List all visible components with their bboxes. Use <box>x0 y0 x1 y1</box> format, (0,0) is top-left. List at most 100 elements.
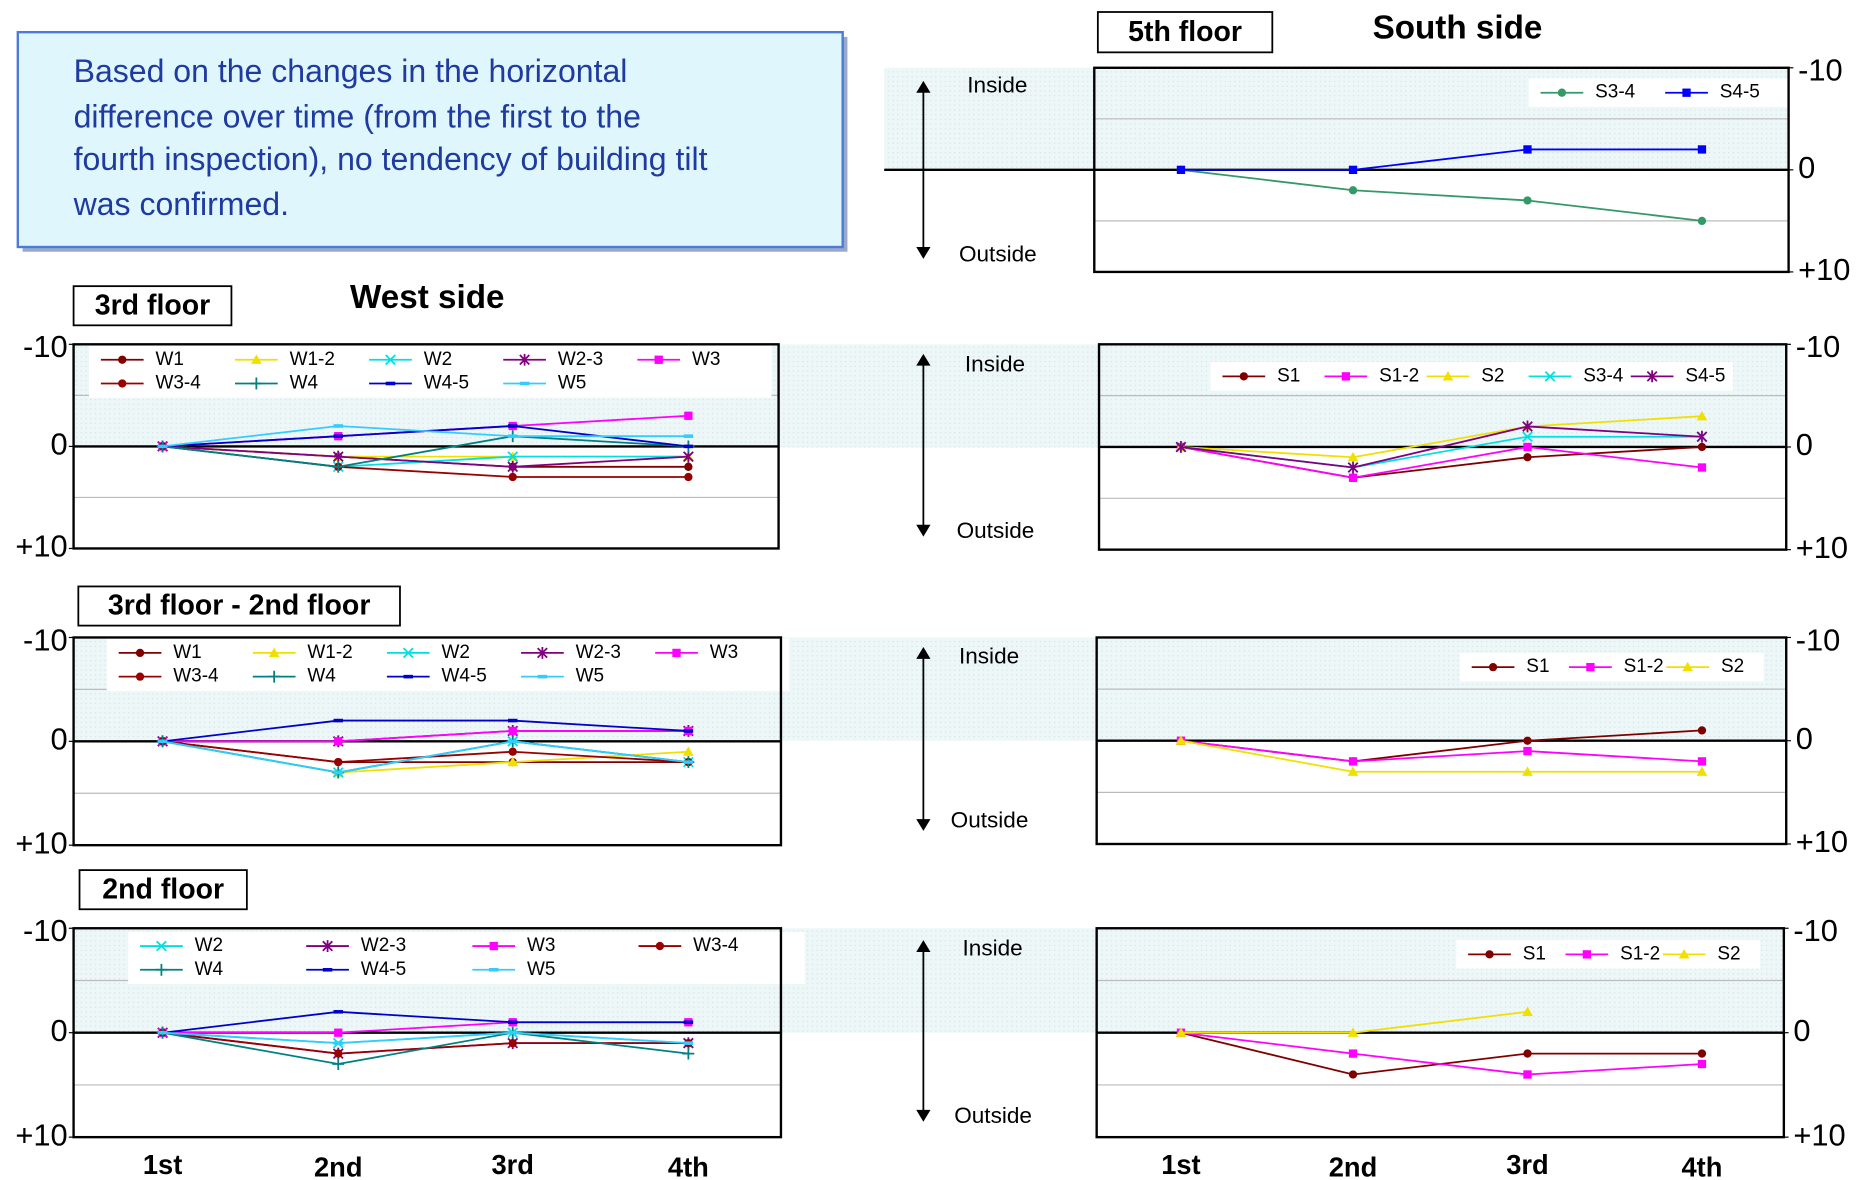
chart: -10 0 +10 W2 W2-3 W3 W3-4 W4 W4-5 W5 1st 2nd 3rd 4th 2… <box>15 869 805 1180</box>
title-box <box>77 585 401 627</box>
x-tick-label: 3rd <box>1506 1149 1548 1180</box>
marker <box>508 472 517 482</box>
marker <box>683 1041 694 1045</box>
legend-label: W1 <box>155 349 183 370</box>
legend-marker <box>156 940 167 952</box>
marker <box>1348 1049 1358 1058</box>
side-heading: South side <box>1373 10 1543 47</box>
legend-marker <box>489 941 498 951</box>
legend-label: W2-3 <box>576 642 621 663</box>
outside-label: Outside <box>954 1103 1032 1128</box>
marker <box>507 424 518 428</box>
marker <box>1523 453 1532 462</box>
legend-label: S3-4 <box>1595 82 1635 103</box>
chart-title: 3rd floor <box>95 289 210 321</box>
y-tick-label: -10 <box>23 913 68 948</box>
marker <box>1523 196 1532 205</box>
x-tick-label: 3rd <box>491 1149 533 1180</box>
y-tick-label: -10 <box>1796 622 1841 657</box>
series-line <box>162 719 689 743</box>
marker <box>507 739 518 744</box>
legend-marker <box>1341 372 1351 381</box>
inside-label: Inside <box>963 936 1023 961</box>
legend-marker <box>250 377 263 390</box>
legend-label: S2 <box>1481 365 1504 386</box>
legend-marker <box>135 648 145 658</box>
outside-label: Outside <box>957 518 1035 543</box>
marker <box>1697 726 1707 735</box>
plot-border <box>1095 927 1786 1139</box>
inside-label: Inside <box>959 644 1019 669</box>
marker <box>682 1047 695 1060</box>
legend-label: W4 <box>290 373 318 394</box>
note-line: Based on the changes in the horizontal <box>74 53 628 89</box>
marker <box>1697 1059 1707 1069</box>
marker <box>1696 430 1708 443</box>
marker <box>157 1030 168 1035</box>
marker <box>1697 216 1707 226</box>
legend-marker <box>1544 370 1556 382</box>
legend-marker <box>1646 370 1658 383</box>
legend-marker <box>135 672 145 681</box>
legend-label: S1 <box>1523 943 1546 964</box>
shade <box>780 637 1097 741</box>
legend-marker <box>322 968 333 972</box>
marker <box>1522 766 1533 776</box>
title-box <box>72 285 233 327</box>
marker <box>332 450 344 463</box>
legend-label: W1-2 <box>307 642 352 663</box>
marker <box>508 726 517 736</box>
marker <box>1347 766 1359 776</box>
chart-title: 5th floor <box>1128 16 1242 48</box>
chart: -10 0 +10 W1 W1-2 W2 W2-3 W3 W3-4 W4 W4-5 W5 3rd flo… <box>15 585 790 860</box>
series-line <box>1180 739 1702 773</box>
legend-label: W3-4 <box>173 666 218 687</box>
arrows: Inside Outside Inside Outside Inside Outside I… <box>916 73 1037 1128</box>
shade <box>780 928 1097 1033</box>
legend-marker <box>488 968 499 972</box>
chart: -10 0 +10 S1 S1-2 S2 <box>1095 622 1848 859</box>
marker <box>507 1020 518 1025</box>
legend-marker <box>268 647 280 658</box>
series-line <box>1180 425 1703 469</box>
title-box <box>78 869 248 911</box>
series-line <box>162 1010 689 1034</box>
legend-label: W2 <box>442 642 470 663</box>
series-line <box>162 740 689 774</box>
y-tick-label: -10 <box>1796 329 1841 364</box>
legend-marker <box>655 941 665 951</box>
legend-label: S1-2 <box>1624 656 1664 677</box>
marker <box>333 770 344 775</box>
marker <box>1175 735 1187 745</box>
y-tick-label: 0 <box>1796 721 1813 756</box>
marker <box>1522 420 1533 433</box>
series-line <box>1180 415 1703 459</box>
note-line: fourth inspection), no tendency of build… <box>74 141 708 177</box>
series-line <box>1180 168 1703 222</box>
marker <box>1523 442 1532 452</box>
marker <box>1348 757 1358 766</box>
series-line <box>162 1031 689 1065</box>
marker <box>683 746 694 756</box>
legend-marker <box>1557 88 1567 97</box>
legend-label: S3-4 <box>1583 365 1623 386</box>
shade <box>778 344 1100 448</box>
legend-marker <box>1586 662 1595 672</box>
series-line <box>1180 446 1703 479</box>
legend-box <box>89 345 772 398</box>
legend-marker <box>1682 661 1694 672</box>
marker <box>333 1041 344 1045</box>
plot-border <box>1093 66 1790 274</box>
legend-marker <box>1488 662 1498 672</box>
series-line <box>162 730 689 743</box>
charts: -10 0 +10 S3-4 S4-5 5th floor -10 0 +10 W1 W1-2 W2 W… <box>15 11 1850 1180</box>
note-box <box>16 30 844 249</box>
series-line <box>162 445 689 468</box>
legend-marker <box>402 647 414 659</box>
legend-label: W3-4 <box>693 935 738 956</box>
marker <box>157 739 168 744</box>
marker <box>1697 757 1707 766</box>
y-tick-label: -10 <box>23 329 68 364</box>
y-tick-label: +10 <box>15 529 67 564</box>
chart-title: 2nd floor <box>102 873 224 905</box>
